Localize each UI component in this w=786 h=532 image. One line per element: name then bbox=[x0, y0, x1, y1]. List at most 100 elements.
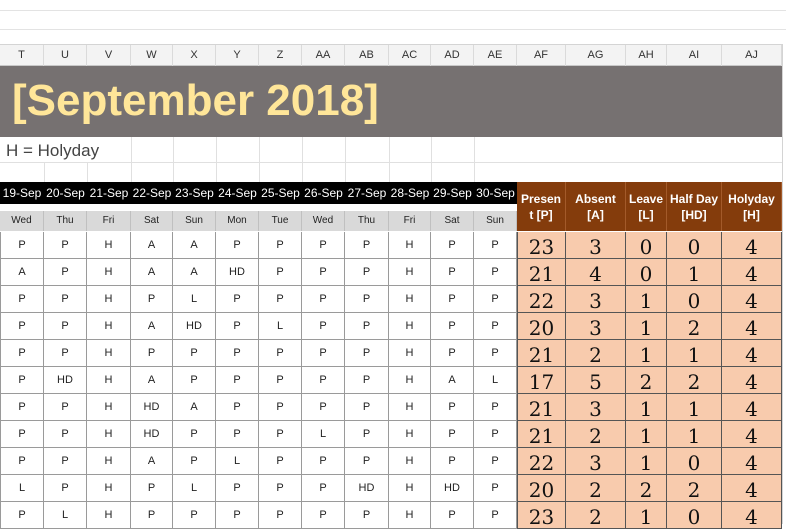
attendance-cell[interactable]: P bbox=[302, 286, 345, 313]
attendance-cell[interactable]: P bbox=[216, 340, 259, 367]
attendance-cell[interactable]: P bbox=[474, 313, 517, 340]
attendance-cell[interactable]: HD bbox=[345, 475, 389, 502]
summary-cell[interactable]: 21 bbox=[517, 421, 566, 448]
column-letter-ad[interactable]: AD bbox=[431, 45, 474, 66]
summary-header[interactable]: Absent [A] bbox=[566, 182, 626, 231]
attendance-cell[interactable]: H bbox=[389, 340, 431, 367]
summary-cell[interactable]: 0 bbox=[626, 259, 667, 286]
weekday-header[interactable]: Wed bbox=[0, 211, 44, 231]
summary-cell[interactable]: 5 bbox=[566, 367, 626, 394]
summary-cell[interactable]: 22 bbox=[517, 448, 566, 475]
attendance-cell[interactable]: P bbox=[44, 475, 87, 502]
attendance-cell[interactable]: HD bbox=[131, 394, 173, 421]
attendance-cell[interactable]: P bbox=[0, 502, 44, 529]
summary-cell[interactable]: 2 bbox=[566, 421, 626, 448]
attendance-cell[interactable]: P bbox=[302, 502, 345, 529]
summary-cell[interactable]: 1 bbox=[626, 394, 667, 421]
attendance-cell[interactable]: P bbox=[431, 340, 474, 367]
summary-cell[interactable]: 4 bbox=[722, 367, 782, 394]
summary-cell[interactable]: 21 bbox=[517, 394, 566, 421]
attendance-cell[interactable]: HD bbox=[131, 421, 173, 448]
attendance-cell[interactable]: P bbox=[345, 232, 389, 259]
summary-cell[interactable]: 23 bbox=[517, 232, 566, 259]
attendance-cell[interactable]: P bbox=[431, 421, 474, 448]
summary-cell[interactable]: 1 bbox=[667, 394, 722, 421]
date-header[interactable]: 29-Sep bbox=[431, 182, 474, 204]
summary-cell[interactable]: 1 bbox=[667, 421, 722, 448]
attendance-cell[interactable]: L bbox=[173, 286, 216, 313]
attendance-cell[interactable]: A bbox=[173, 232, 216, 259]
attendance-cell[interactable]: H bbox=[389, 367, 431, 394]
summary-cell[interactable]: 2 bbox=[566, 475, 626, 502]
attendance-cell[interactable]: A bbox=[0, 259, 44, 286]
summary-cell[interactable]: 0 bbox=[667, 232, 722, 259]
summary-cell[interactable]: 3 bbox=[566, 448, 626, 475]
attendance-cell[interactable]: A bbox=[131, 259, 173, 286]
attendance-cell[interactable]: P bbox=[0, 313, 44, 340]
summary-cell[interactable]: 3 bbox=[566, 232, 626, 259]
attendance-cell[interactable]: P bbox=[173, 502, 216, 529]
summary-cell[interactable]: 4 bbox=[722, 232, 782, 259]
attendance-cell[interactable]: P bbox=[302, 448, 345, 475]
attendance-cell[interactable]: L bbox=[474, 367, 517, 394]
attendance-cell[interactable]: P bbox=[0, 421, 44, 448]
column-letter-y[interactable]: Y bbox=[216, 45, 259, 66]
attendance-cell[interactable]: P bbox=[345, 367, 389, 394]
column-letter-aj[interactable]: AJ bbox=[722, 45, 782, 66]
attendance-cell[interactable]: P bbox=[474, 340, 517, 367]
attendance-cell[interactable]: P bbox=[44, 340, 87, 367]
attendance-cell[interactable]: H bbox=[389, 313, 431, 340]
attendance-cell[interactable]: P bbox=[44, 232, 87, 259]
weekday-header[interactable]: Sat bbox=[431, 211, 474, 231]
attendance-cell[interactable]: H bbox=[389, 232, 431, 259]
attendance-cell[interactable]: P bbox=[216, 502, 259, 529]
summary-cell[interactable]: 2 bbox=[667, 313, 722, 340]
summary-cell[interactable]: 22 bbox=[517, 286, 566, 313]
column-letter-v[interactable]: V bbox=[87, 45, 131, 66]
attendance-cell[interactable]: P bbox=[44, 394, 87, 421]
attendance-cell[interactable]: H bbox=[389, 286, 431, 313]
summary-header[interactable]: Presen t [P] bbox=[517, 182, 566, 231]
date-header[interactable]: 26-Sep bbox=[302, 182, 345, 204]
weekday-header[interactable]: Wed bbox=[302, 211, 345, 231]
attendance-cell[interactable]: H bbox=[87, 340, 131, 367]
summary-cell[interactable]: 1 bbox=[626, 502, 667, 529]
attendance-cell[interactable]: P bbox=[216, 475, 259, 502]
attendance-cell[interactable]: L bbox=[259, 313, 302, 340]
summary-cell[interactable]: 21 bbox=[517, 259, 566, 286]
summary-cell[interactable]: 2 bbox=[667, 367, 722, 394]
attendance-cell[interactable]: P bbox=[302, 259, 345, 286]
attendance-cell[interactable]: P bbox=[345, 313, 389, 340]
attendance-cell[interactable]: HD bbox=[216, 259, 259, 286]
summary-cell[interactable]: 3 bbox=[566, 313, 626, 340]
column-letter-u[interactable]: U bbox=[44, 45, 87, 66]
attendance-cell[interactable]: L bbox=[216, 448, 259, 475]
attendance-cell[interactable]: H bbox=[87, 502, 131, 529]
weekday-header[interactable]: Fri bbox=[87, 211, 131, 231]
attendance-cell[interactable]: P bbox=[345, 448, 389, 475]
summary-cell[interactable]: 1 bbox=[626, 286, 667, 313]
summary-cell[interactable]: 1 bbox=[667, 340, 722, 367]
summary-cell[interactable]: 1 bbox=[626, 340, 667, 367]
summary-cell[interactable]: 4 bbox=[722, 421, 782, 448]
attendance-cell[interactable]: P bbox=[259, 259, 302, 286]
attendance-cell[interactable]: P bbox=[431, 232, 474, 259]
attendance-cell[interactable]: L bbox=[44, 502, 87, 529]
attendance-cell[interactable]: P bbox=[216, 421, 259, 448]
attendance-cell[interactable]: P bbox=[259, 340, 302, 367]
column-letter-ag[interactable]: AG bbox=[566, 45, 626, 66]
attendance-cell[interactable]: H bbox=[87, 232, 131, 259]
attendance-cell[interactable]: A bbox=[431, 367, 474, 394]
summary-cell[interactable]: 4 bbox=[722, 502, 782, 529]
summary-cell[interactable]: 1 bbox=[626, 448, 667, 475]
attendance-cell[interactable]: P bbox=[345, 502, 389, 529]
summary-cell[interactable]: 1 bbox=[626, 313, 667, 340]
attendance-cell[interactable]: P bbox=[474, 448, 517, 475]
attendance-cell[interactable]: P bbox=[44, 421, 87, 448]
summary-cell[interactable]: 3 bbox=[566, 286, 626, 313]
attendance-cell[interactable]: P bbox=[131, 502, 173, 529]
weekday-header[interactable]: Thu bbox=[44, 211, 87, 231]
summary-cell[interactable]: 20 bbox=[517, 313, 566, 340]
attendance-cell[interactable]: P bbox=[0, 340, 44, 367]
attendance-cell[interactable]: HD bbox=[173, 313, 216, 340]
